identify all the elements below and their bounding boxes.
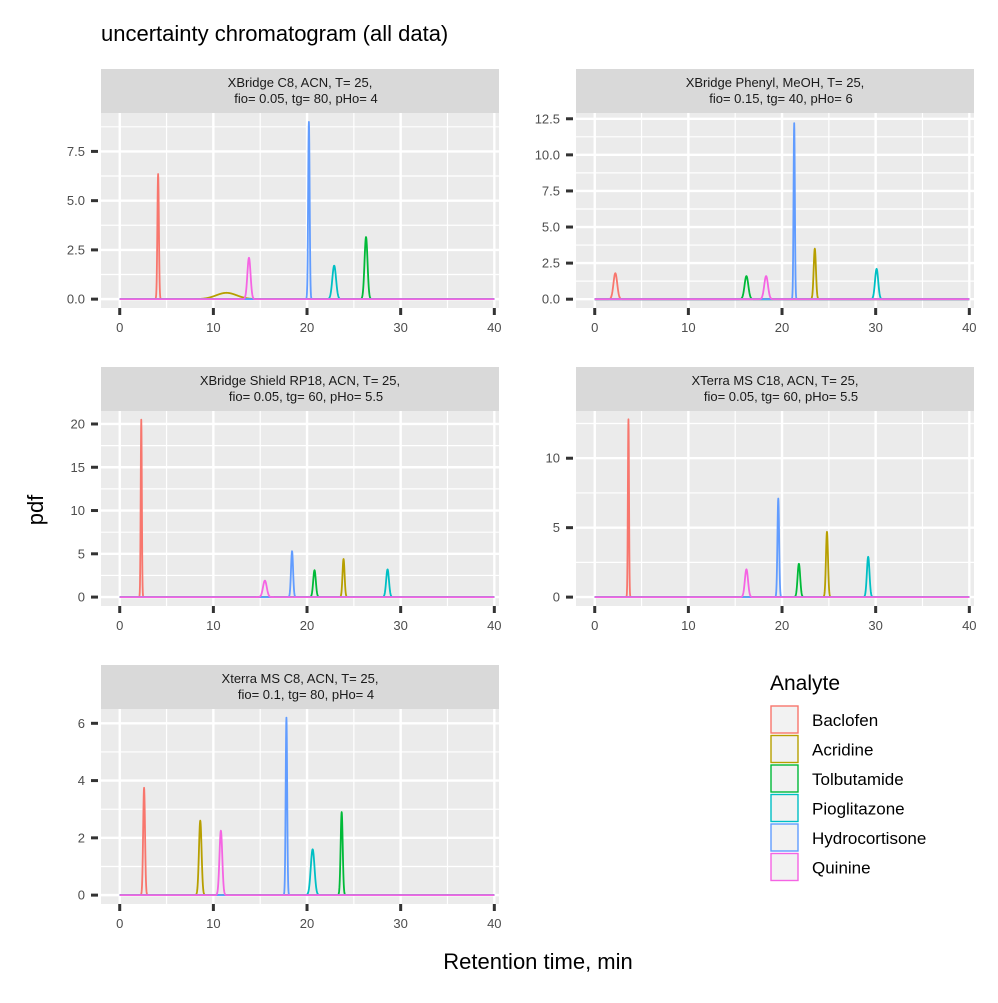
x-tick-label: 10 [206, 320, 220, 335]
x-tick-label: 20 [775, 618, 789, 633]
y-tick-label: 0 [78, 888, 85, 903]
facet-strip [101, 665, 499, 709]
facet-strip-label: XTerra MS C18, ACN, T= 25, [691, 373, 858, 388]
y-tick-label: 5 [553, 520, 560, 535]
facet-strip [576, 69, 974, 113]
y-tick-label: 5.0 [542, 220, 560, 235]
facet-panel: Xterra MS C8, ACN, T= 25,fio= 0.1, tg= 8… [78, 665, 502, 931]
legend: Analyte Baclofen Acridine Tolbutamide Piogl… [770, 672, 926, 882]
y-tick-label: 2.5 [67, 242, 85, 257]
facet-panel: XBridge Shield RP18, ACN, T= 25,fio= 0.0… [71, 367, 502, 633]
y-tick-label: 0 [78, 590, 85, 605]
x-tick-label: 30 [868, 618, 882, 633]
facet-panels: XBridge C8, ACN, T= 25,fio= 0.05, tg= 80… [67, 69, 977, 931]
facet-strip [101, 367, 499, 411]
facet-strip-label: fio= 0.15, tg= 40, pHo= 6 [709, 91, 852, 106]
panel-background [101, 411, 499, 606]
x-tick-label: 0 [591, 618, 598, 633]
y-tick-label: 5 [78, 546, 85, 561]
legend-key-tolbutamide [770, 764, 799, 793]
facet-strip-label: fio= 0.05, tg= 60, pHo= 5.5 [704, 389, 858, 404]
legend-key-quinine [770, 852, 799, 882]
y-tick-label: 7.5 [542, 183, 560, 198]
x-tick-label: 40 [487, 618, 501, 633]
x-tick-label: 30 [393, 916, 407, 931]
x-tick-label: 40 [487, 320, 501, 335]
facet-strip-label: fio= 0.1, tg= 80, pHo= 4 [238, 687, 374, 702]
legend-key-hydrocortisone [770, 823, 799, 852]
x-tick-label: 10 [206, 916, 220, 931]
y-tick-label: 5.0 [67, 193, 85, 208]
panel-background [576, 113, 974, 308]
y-tick-label: 0 [553, 590, 560, 605]
x-axis-title: Retention time, min [443, 949, 633, 974]
y-tick-label: 0.0 [67, 292, 85, 307]
panel-background [101, 709, 499, 904]
x-tick-label: 10 [681, 618, 695, 633]
facet-strip-label: XBridge Shield RP18, ACN, T= 25, [200, 373, 400, 388]
y-axis-title: pdf [23, 494, 48, 525]
facet-strip [576, 367, 974, 411]
series-line-quinine [119, 579, 496, 598]
x-tick-label: 40 [962, 320, 976, 335]
x-tick-label: 20 [300, 916, 314, 931]
legend-label-acridine: Acridine [812, 741, 873, 760]
facet-strip-label: fio= 0.05, tg= 80, pHo= 4 [234, 91, 377, 106]
y-tick-label: 10 [546, 451, 560, 466]
legend-key-acridine [770, 734, 799, 764]
x-tick-label: 0 [116, 320, 123, 335]
legend-key-pioglitazone [770, 793, 799, 823]
x-tick-label: 30 [393, 618, 407, 633]
y-tick-label: 15 [71, 460, 85, 475]
y-tick-label: 12.5 [535, 111, 560, 126]
x-tick-label: 0 [116, 916, 123, 931]
y-tick-label: 6 [78, 716, 85, 731]
series-line-quinine [594, 568, 971, 599]
facet-panel: XBridge Phenyl, MeOH, T= 25,fio= 0.15, t… [535, 69, 977, 335]
y-tick-label: 10.0 [535, 147, 560, 162]
facet-strip-label: Xterra MS C8, ACN, T= 25, [222, 671, 379, 686]
x-tick-label: 40 [962, 618, 976, 633]
y-tick-label: 0.0 [542, 292, 560, 307]
y-tick-label: 2 [78, 830, 85, 845]
x-tick-label: 30 [868, 320, 882, 335]
facet-strip-label: fio= 0.05, tg= 60, pHo= 5.5 [229, 389, 383, 404]
figure-title: uncertainty chromatogram (all data) [101, 21, 448, 46]
facet-strip-label: XBridge Phenyl, MeOH, T= 25, [686, 75, 865, 90]
series-line-quinine [119, 829, 496, 897]
x-tick-label: 10 [681, 320, 695, 335]
legend-label-hydrocortisone: Hydrocortisone [812, 829, 926, 848]
x-tick-label: 0 [591, 320, 598, 335]
x-tick-label: 20 [775, 320, 789, 335]
series-line-quinine [594, 275, 971, 301]
legend-label-baclofen: Baclofen [812, 711, 878, 730]
facet-strip [101, 69, 499, 113]
legend-key-baclofen [770, 705, 799, 734]
facet-panel: XTerra MS C18, ACN, T= 25,fio= 0.05, tg=… [546, 367, 977, 633]
x-tick-label: 20 [300, 618, 314, 633]
series-line-quinine [119, 256, 496, 301]
x-tick-label: 30 [393, 320, 407, 335]
legend-label-pioglitazone: Pioglitazone [812, 800, 905, 819]
x-tick-label: 40 [487, 916, 501, 931]
legend-label-tolbutamide: Tolbutamide [812, 770, 904, 789]
x-tick-label: 0 [116, 618, 123, 633]
x-tick-label: 10 [206, 618, 220, 633]
panel-background [576, 411, 974, 606]
y-tick-label: 7.5 [67, 144, 85, 159]
facet-panel: XBridge C8, ACN, T= 25,fio= 0.05, tg= 80… [67, 69, 502, 335]
facet-strip-label: XBridge C8, ACN, T= 25, [228, 75, 373, 90]
panel-background [101, 113, 499, 308]
x-tick-label: 20 [300, 320, 314, 335]
y-tick-label: 20 [71, 416, 85, 431]
legend-label-quinine: Quinine [812, 859, 871, 878]
y-tick-label: 10 [71, 503, 85, 518]
legend-title: Analyte [770, 672, 840, 695]
y-tick-label: 2.5 [542, 256, 560, 271]
y-tick-label: 4 [78, 773, 85, 788]
